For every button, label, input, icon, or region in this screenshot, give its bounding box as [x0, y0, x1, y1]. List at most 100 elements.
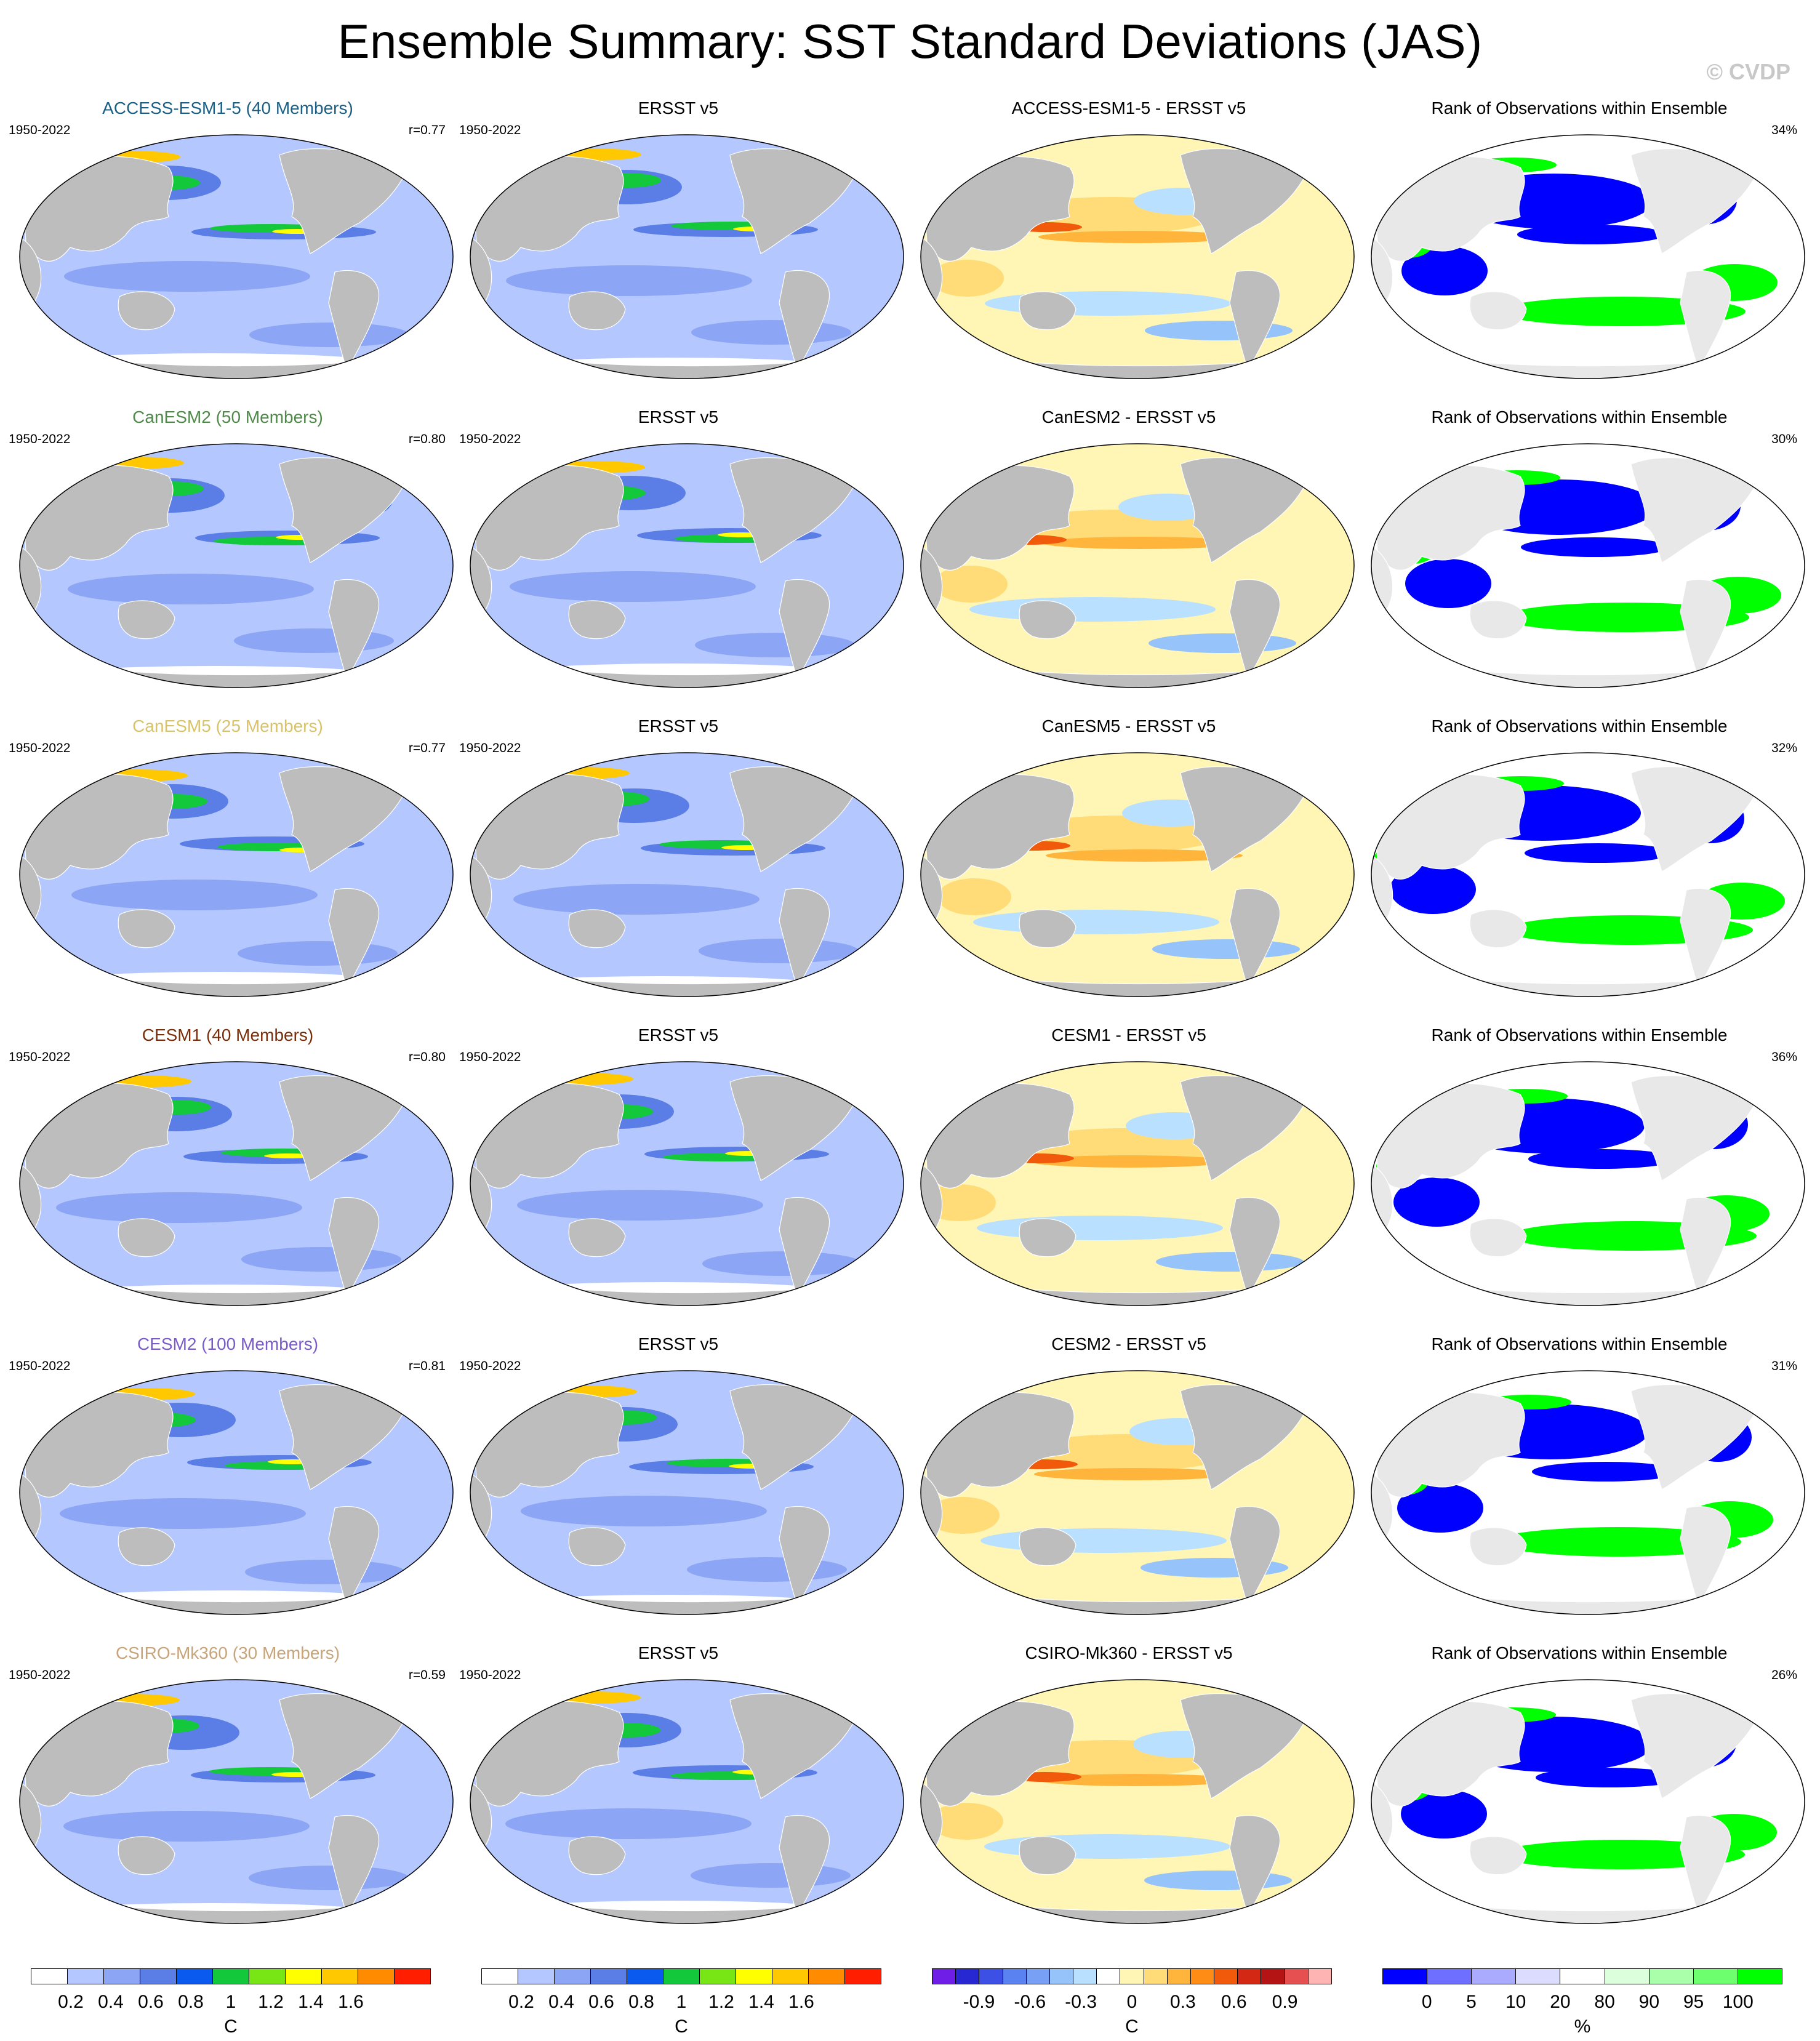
colorbar-strip	[932, 1968, 1332, 1984]
colorbar-tick-label: 1.2	[258, 1992, 284, 2012]
mean-map	[19, 1061, 454, 1306]
colorbar-tick-label: 0.4	[548, 1992, 574, 2012]
mean-map	[470, 752, 904, 997]
panel-title: ACCESS-ESM1-5 (40 Members)	[102, 98, 353, 118]
pattern-correlation-label: r=0.59	[408, 1668, 446, 1682]
diff-panel: ACCESS-ESM1-5 - ERSST v5	[907, 98, 1355, 388]
period-label: 1950-2022	[459, 1359, 521, 1373]
colorbar-box	[395, 1969, 430, 1984]
panel-title: ERSST v5	[638, 1334, 719, 1353]
panel-title: ERSST v5	[638, 98, 719, 118]
rank-panel: Rank of Observations within Ensemble 26%	[1358, 1643, 1805, 1933]
rank-map	[1371, 1370, 1805, 1615]
rank-percent-label: 31%	[1771, 1359, 1797, 1373]
obs-panel: ERSST v5 1950-2022	[457, 716, 904, 1006]
colorbar-box	[1097, 1969, 1121, 1984]
model-panel: CanESM5 (25 Members) 1950-2022 r=0.77	[6, 716, 454, 1006]
colorbar-box	[700, 1969, 736, 1984]
colorbar-tick-label: 5	[1466, 1992, 1477, 2012]
panel-title: CanESM2 (50 Members)	[132, 407, 323, 427]
colorbar-box	[932, 1969, 956, 1984]
cvdp-watermark: © CVDP	[1706, 59, 1790, 84]
model-panel: CESM2 (100 Members) 1950-2022 r=0.81	[6, 1334, 454, 1624]
colorbar-strip	[31, 1968, 431, 1984]
colorbar-box	[322, 1969, 358, 1984]
panel-title: ERSST v5	[638, 1025, 719, 1045]
obs-panel: ERSST v5 1950-2022	[457, 1025, 904, 1315]
colorbar-box	[591, 1969, 627, 1984]
pattern-correlation-label: r=0.77	[408, 123, 446, 137]
colorbar-box	[736, 1969, 772, 1984]
colorbar-tick-label: 1.2	[708, 1992, 734, 2012]
colorbar-box	[1427, 1969, 1472, 1984]
colorbar-box	[140, 1969, 177, 1984]
page-title: Ensemble Summary: SST Standard Deviation…	[337, 14, 1483, 68]
colorbar-box	[1693, 1969, 1738, 1984]
colorbar-box	[555, 1969, 591, 1984]
colorbar-tick-label: 10	[1505, 1992, 1526, 2012]
colorbar-box	[213, 1969, 249, 1984]
colorbar-tick-label: 1.4	[748, 1992, 774, 2012]
colorbar-unit: C	[1125, 2016, 1139, 2037]
panel-title: Rank of Observations within Ensemble	[1431, 98, 1728, 118]
colorbar-box	[1560, 1969, 1605, 1984]
panel-title: CanESM5 (25 Members)	[132, 716, 323, 736]
colorbar-tick-label: -0.3	[1065, 1992, 1097, 2012]
rank-map	[1371, 1061, 1805, 1306]
colorbar-tick-label: 0.8	[178, 1992, 204, 2012]
colorbar-tick-label: 1.6	[338, 1992, 364, 2012]
mean-map	[470, 1679, 904, 1924]
colorbar-tick-label: 0.3	[1169, 1992, 1196, 2012]
mean-map	[19, 752, 454, 997]
colorbar-box	[1261, 1969, 1285, 1984]
rank-panel: Rank of Observations within Ensemble 34%	[1358, 98, 1805, 388]
colorbar-tick-label: 0	[1126, 1992, 1137, 2012]
colorbar-box	[1026, 1969, 1050, 1984]
period-label: 1950-2022	[459, 1050, 521, 1064]
period-label: 1950-2022	[459, 741, 521, 755]
colorbar-box	[358, 1969, 395, 1984]
diff-panel: CESM2 - ERSST v5	[907, 1334, 1355, 1624]
panel-title: ERSST v5	[638, 407, 719, 427]
period-label: 1950-2022	[9, 432, 71, 446]
model-panel: CESM1 (40 Members) 1950-2022 r=0.80	[6, 1025, 454, 1315]
mean-map	[470, 1061, 904, 1306]
rank-map	[1371, 752, 1805, 997]
mean-map	[19, 1370, 454, 1615]
colorbar-box	[482, 1969, 518, 1984]
colorbar-tick-label: 95	[1683, 1992, 1704, 2012]
model-panel: CanESM2 (50 Members) 1950-2022 r=0.80	[6, 407, 454, 697]
colorbar-unit: C	[675, 2016, 688, 2037]
panel-title: CESM2 (100 Members)	[137, 1334, 319, 1353]
diff-map	[920, 443, 1355, 688]
panel-title: ACCESS-ESM1-5 - ERSST v5	[1011, 98, 1246, 118]
colorbar-unit: %	[1574, 2016, 1591, 2037]
colorbar-box	[68, 1969, 104, 1984]
colorbar-box	[286, 1969, 322, 1984]
rank-percent-label: 32%	[1771, 741, 1797, 755]
rank-percent-label: 30%	[1771, 432, 1797, 446]
colorbar-tick-label: 1	[225, 1992, 236, 2012]
model-panel: ACCESS-ESM1-5 (40 Members) 1950-2022 r=0.7…	[6, 98, 454, 388]
mean-map	[470, 134, 904, 379]
rank-map	[1371, 1679, 1805, 1924]
panel-title: ERSST v5	[638, 716, 719, 736]
colorbar-box	[809, 1969, 845, 1984]
colorbar-box	[1649, 1969, 1694, 1984]
diff-panel: CSIRO-Mk360 - ERSST v5	[907, 1643, 1355, 1933]
period-label: 1950-2022	[9, 1668, 71, 1682]
colorbar-box	[31, 1969, 68, 1984]
diff-map	[920, 1370, 1355, 1615]
colorbar-box	[1738, 1969, 1782, 1984]
panel-title: Rank of Observations within Ensemble	[1431, 716, 1728, 736]
period-label: 1950-2022	[9, 1050, 71, 1064]
colorbar-box	[1285, 1969, 1309, 1984]
colorbar-tick-label: 1.4	[298, 1992, 324, 2012]
rank-map	[1371, 443, 1805, 688]
model-panel: CSIRO-Mk360 (30 Members) 1950-2022 r=0.59	[6, 1643, 454, 1933]
panel-title: CSIRO-Mk360 (30 Members)	[115, 1643, 340, 1662]
colorbar-box	[1073, 1969, 1097, 1984]
panel-title: Rank of Observations within Ensemble	[1431, 1025, 1728, 1045]
colorbar-tick-label: 0	[1421, 1992, 1432, 2012]
panel-title: CESM1 - ERSST v5	[1051, 1025, 1206, 1045]
